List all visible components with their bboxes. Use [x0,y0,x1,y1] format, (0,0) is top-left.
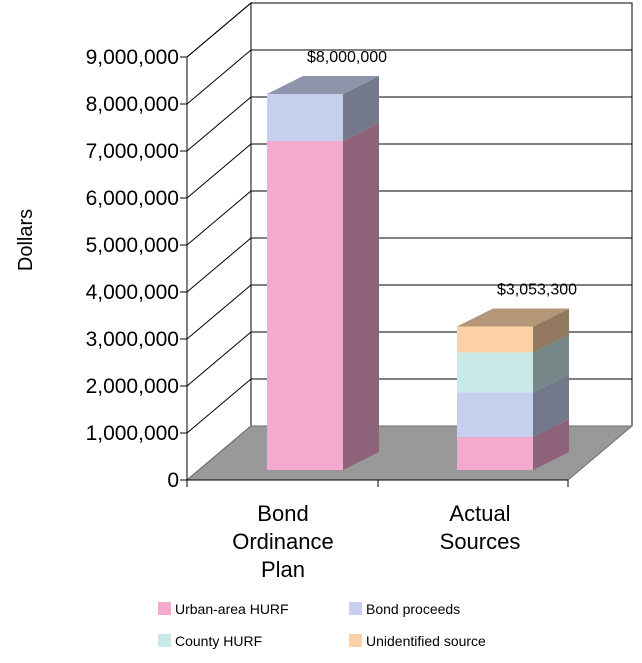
bar-side [533,308,569,353]
legend-label: Urban-area HURF [175,601,289,617]
gridline [186,284,632,340]
bar-segment [457,374,569,438]
bar-segment [457,419,569,470]
category-label: Bond Ordinance Plan [232,501,334,582]
bar-side [533,334,569,393]
y-axis-title: Dollars [15,209,37,271]
y-tick-label: 5,000,000 [86,234,179,257]
bar-front [457,352,533,393]
bar-front [457,392,533,438]
legend-item: Bond proceeds [349,601,460,617]
legend-swatch [349,634,362,647]
gridline [186,49,632,105]
bar-side [533,374,569,438]
bar-segment [267,123,379,470]
bars [267,76,569,470]
legend-swatch [158,602,171,615]
gridline [186,96,632,152]
legend-swatch [158,634,171,647]
y-tick-label: 7,000,000 [86,140,179,163]
bar-segment [457,334,569,393]
labels: Dollars $8,000,000 Bond Ordinance Plan $3,053… [15,49,577,582]
y-tick-label: 1,000,000 [86,422,179,445]
legend-label: County HURF [175,633,262,649]
gridlines [186,2,632,434]
bar-segment [267,76,379,141]
bar-top [267,76,379,94]
bar-front [267,94,343,141]
gridline [186,237,632,293]
bar-side [533,419,569,470]
legend-label: Unidentified source [366,633,486,649]
bar-front [267,141,343,470]
y-tick-label: 0 [167,469,179,492]
legend-swatch [349,602,362,615]
y-tick-label: 2,000,000 [86,375,179,398]
bar-front [457,437,533,470]
gridline [186,2,632,58]
y-tick-label: 3,000,000 [86,328,179,351]
bar-side [343,123,379,470]
legend-item: County HURF [158,633,262,649]
category-label: Actual Sources [440,501,521,554]
value-axis: 0 1,000,000 2,000,000 3,000,000 4,000,000 5,0… [86,46,569,492]
bar-total-label: $3,053,300 [497,281,577,298]
side-wall [186,1,252,482]
legend-item: Unidentified source [349,633,486,649]
bar-front [457,326,533,353]
legend-label: Bond proceeds [366,601,460,617]
y-tick-label: 6,000,000 [86,187,179,210]
legend: Urban-area HURF Bond proceeds County HURF U… [158,601,486,649]
gridline [186,143,632,199]
bar-side [343,76,379,141]
y-tick-label: 4,000,000 [86,281,179,304]
legend-item: Urban-area HURF [158,601,289,617]
bar-total-label: $8,000,000 [307,49,387,66]
bar-segment [457,308,569,353]
bar-top [457,308,569,327]
y-tick-label: 9,000,000 [86,46,179,69]
gridline [186,190,632,246]
y-tick-label: 8,000,000 [86,93,179,116]
